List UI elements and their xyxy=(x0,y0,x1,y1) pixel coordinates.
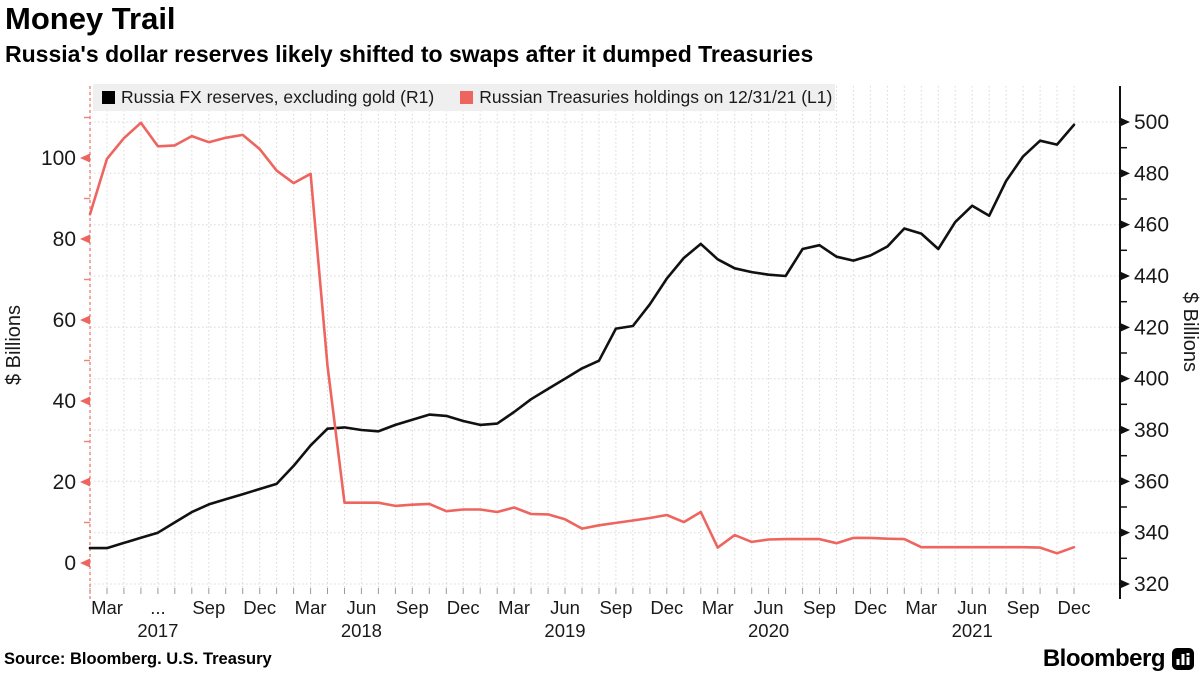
x-tick-label: Jun xyxy=(957,597,987,618)
legend-item-treasuries: Russian Treasuries holdings on 12/31/21 … xyxy=(460,87,832,108)
right-axis-tick-label: 480 xyxy=(1134,162,1169,185)
left-axis-tick-label: 0 xyxy=(64,552,76,575)
left-axis-tick-label: 20 xyxy=(53,471,76,494)
treasuries-holdings-line xyxy=(88,121,1076,555)
x-tick-label: Mar xyxy=(91,597,123,618)
right-axis-title: $ Billions xyxy=(1179,292,1200,372)
x-tick-label: Dec xyxy=(243,597,276,618)
fx-reserves-line xyxy=(88,123,1076,550)
right-axis-tick-label: 420 xyxy=(1134,316,1169,339)
chart-legend: Russia FX reserves, excluding gold (R1) … xyxy=(93,84,835,111)
red-series-swatch-icon xyxy=(460,91,474,104)
x-year-label: 2020 xyxy=(748,620,789,641)
bloomberg-logo: Bloomberg xyxy=(1043,645,1194,673)
x-year-label: 2021 xyxy=(952,620,993,641)
left-axis-tick-label: 40 xyxy=(53,390,76,413)
x-tick-label: Mar xyxy=(295,597,327,618)
bloomberg-terminal-icon xyxy=(1172,648,1194,670)
x-axis-labels: Mar... Sep Dec Mar Jun Sep Dec Mar Jun Sep Dec Mar J… xyxy=(91,597,1090,641)
left-axis-tick-label: 60 xyxy=(53,309,76,332)
x-tick-label: Mar xyxy=(905,597,937,618)
source-credit: Source: Bloomberg. U.S. Treasury xyxy=(4,650,272,668)
right-axis-tick-label: 400 xyxy=(1134,368,1169,391)
x-tick-label: Jun xyxy=(346,597,376,618)
x-tick-label: Dec xyxy=(650,597,683,618)
x-tick-label: Sep xyxy=(192,597,225,618)
x-year-label: 2019 xyxy=(544,620,585,641)
left-axis-tick-label: 100 xyxy=(41,147,76,170)
right-axis-tick-label: 460 xyxy=(1134,214,1169,237)
x-tick-label: Dec xyxy=(447,597,480,618)
x-tick-label: Sep xyxy=(396,597,429,618)
x-tick-label: Dec xyxy=(854,597,887,618)
bloomberg-wordmark: Bloomberg xyxy=(1042,645,1166,672)
legend-item-fx-reserves: Russia FX reserves, excluding gold (R1) xyxy=(102,87,434,108)
x-tick-label: Sep xyxy=(599,597,632,618)
right-axis-tick-label: 340 xyxy=(1134,522,1169,545)
x-tick-label: Mar xyxy=(498,597,530,618)
x-tick-label: Jun xyxy=(754,597,784,618)
right-axis: 320 340 360 380 400 420 440 460 480 500 $ Billions xyxy=(1119,86,1200,599)
right-axis-tick-label: 320 xyxy=(1134,573,1169,596)
x-tick-label: Mar xyxy=(702,597,734,618)
left-axis-title: $ Billions xyxy=(3,305,25,385)
x-tick-label: Jun xyxy=(550,597,580,618)
x-tick-label: ... xyxy=(150,597,165,618)
left-axis-tick-label: 80 xyxy=(53,228,76,251)
x-year-label: 2018 xyxy=(341,620,382,641)
x-tick-label: Sep xyxy=(1007,597,1040,618)
right-axis-tick-label: 380 xyxy=(1134,419,1169,442)
x-tick-label: Sep xyxy=(803,597,836,618)
x-tick-label: Dec xyxy=(1058,597,1091,618)
legend-label: Russia FX reserves, excluding gold (R1) xyxy=(121,87,435,107)
black-series-swatch-icon xyxy=(102,91,115,104)
page-title: Money Trail xyxy=(5,1,176,36)
right-axis-tick-label: 440 xyxy=(1134,265,1169,288)
left-axis: 0 20 40 60 80 100 $ Billions xyxy=(3,86,91,599)
right-axis-tick-label: 500 xyxy=(1134,111,1169,134)
plot-gridlines xyxy=(89,86,1120,594)
chart-subtitle: Russia's dollar reserves likely shifted … xyxy=(5,41,814,67)
x-year-label: 2017 xyxy=(137,620,178,641)
legend-label: Russian Treasuries holdings on 12/31/21 … xyxy=(479,87,833,107)
right-axis-tick-label: 360 xyxy=(1134,470,1169,493)
